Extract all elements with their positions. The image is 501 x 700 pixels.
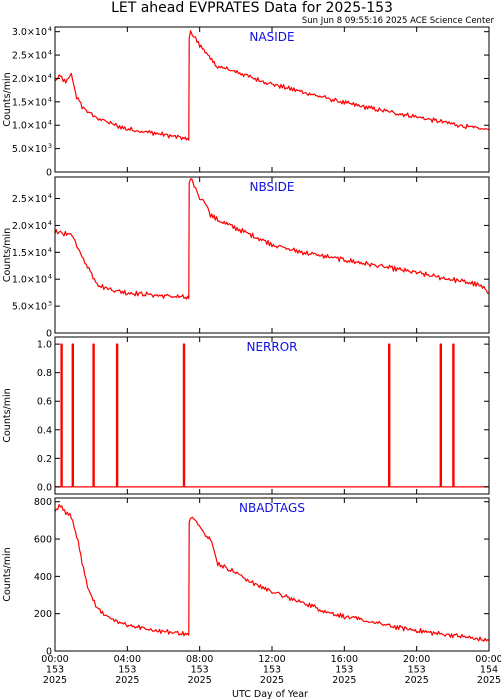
series-line-nbadtags (54, 504, 490, 642)
y-tick-exponent: 3 (48, 142, 52, 150)
x-tick-label: 00:00 (41, 654, 68, 665)
plot-frame (54, 26, 490, 173)
y-tick-label: 400 (34, 572, 52, 583)
x-tick-label: 04:00 (114, 654, 141, 665)
y-tick-label: 2.5×10 (12, 194, 47, 205)
series-line-naside (54, 30, 490, 141)
series-line-nbside (54, 178, 490, 300)
y-tick-label: 2.0×10 (12, 221, 47, 232)
y-tick-label: 0.4 (37, 425, 52, 436)
y-tick-label: 2.0×10 (12, 74, 47, 85)
x-tick-label: 00:00 (475, 654, 501, 665)
y-tick-label: 1.0 (37, 340, 52, 351)
y-tick-label: 2.5×10 (12, 51, 47, 62)
x-tick-label: 153 (335, 665, 353, 676)
x-tick-label: 16:00 (331, 654, 358, 665)
x-axis-ticks: 00:00153202504:00153202508:00153202512:0… (41, 654, 501, 686)
y-tick-label: 1.5×10 (12, 97, 47, 108)
y-tick-label: 200 (34, 609, 52, 620)
y-tick-label: 600 (34, 535, 52, 546)
panel-nbside: 05.0×10 31.0×10 41.5×10 42.0×10 42.5×10 4Coun… (2, 176, 490, 340)
y-tick-exponent: 3 (48, 300, 52, 308)
series-line-nerror (55, 343, 489, 488)
y-tick-label: 0 (46, 329, 52, 340)
y-tick-label: 1.5×10 (12, 248, 47, 259)
y-axis-title: Counts/min (2, 72, 13, 126)
x-tick-label: 2025 (477, 675, 501, 686)
x-tick-label: 153 (408, 665, 426, 676)
y-tick-label: 0 (46, 647, 52, 658)
y-tick-label: 0 (46, 168, 52, 179)
x-tick-label: 08:00 (186, 654, 213, 665)
panel-naside: 05.0×10 31.0×10 41.5×10 42.0×10 42.5×10 43.0×… (2, 25, 490, 179)
x-tick-label: 2025 (332, 675, 356, 686)
y-tick-label: 800 (34, 497, 52, 508)
x-tick-label: 20:00 (403, 654, 430, 665)
y-tick-exponent: 4 (48, 49, 52, 57)
x-tick-label: 2025 (188, 675, 212, 686)
x-tick-label: 12:00 (258, 654, 285, 665)
plot-frame (54, 336, 490, 495)
y-axis-title: Counts/min (2, 228, 13, 282)
x-tick-label: 2025 (43, 675, 67, 686)
y-tick-label: 5.0×10 (12, 302, 47, 313)
panel-label: NBADTAGS (239, 501, 305, 515)
y-tick-exponent: 4 (48, 219, 52, 227)
plot-frame (54, 497, 490, 652)
y-tick-label: 3.0×10 (12, 27, 47, 38)
x-tick-label: 153 (263, 665, 281, 676)
y-tick-exponent: 4 (48, 25, 52, 33)
y-tick-exponent: 4 (48, 246, 52, 254)
x-tick-label: 2025 (405, 675, 429, 686)
x-tick-label: 153 (191, 665, 209, 676)
plot-frame (54, 176, 490, 334)
x-tick-label: 154 (480, 665, 498, 676)
y-tick-label: 0.6 (37, 397, 52, 408)
y-axis-title: Counts/min (2, 547, 13, 601)
y-tick-label: 0.8 (37, 368, 52, 379)
y-tick-exponent: 4 (48, 72, 52, 80)
y-tick-exponent: 4 (48, 192, 52, 200)
timestamp-label: Sun Jun 8 09:55:16 2025 ACE Science Cent… (302, 16, 495, 26)
y-tick-exponent: 4 (48, 273, 52, 281)
panel-label: NERROR (246, 340, 297, 354)
x-tick-label: 2025 (115, 675, 139, 686)
y-tick-exponent: 4 (48, 119, 52, 127)
y-tick-label: 1.0×10 (12, 121, 47, 132)
x-axis-title: UTC Day of Year (232, 689, 308, 700)
panels: 05.0×10 31.0×10 41.5×10 42.0×10 42.5×10 43.0×… (2, 25, 490, 658)
y-tick-label: 0.0 (37, 482, 52, 493)
x-tick-label: 2025 (260, 675, 284, 686)
figure-title: LET ahead EVPRATES Data for 2025-153 (111, 0, 393, 16)
y-axis-title: Counts/min (2, 388, 13, 442)
panel-nbadtags: 0 200 400 600 800 Counts/min NBADTAGS (2, 497, 490, 658)
y-tick-label: 0.2 (37, 454, 52, 465)
y-tick-exponent: 4 (48, 95, 52, 103)
panel-nerror: 0.0 0.2 0.4 0.6 0.8 1.0 Counts/min NERROR (2, 336, 490, 495)
x-tick-label: 153 (118, 665, 136, 676)
y-tick-label: 1.0×10 (12, 275, 47, 286)
x-tick-label: 153 (46, 665, 64, 676)
y-tick-label: 5.0×10 (12, 144, 47, 155)
panel-label: NASIDE (249, 30, 294, 44)
panel-label: NBSIDE (250, 180, 295, 194)
